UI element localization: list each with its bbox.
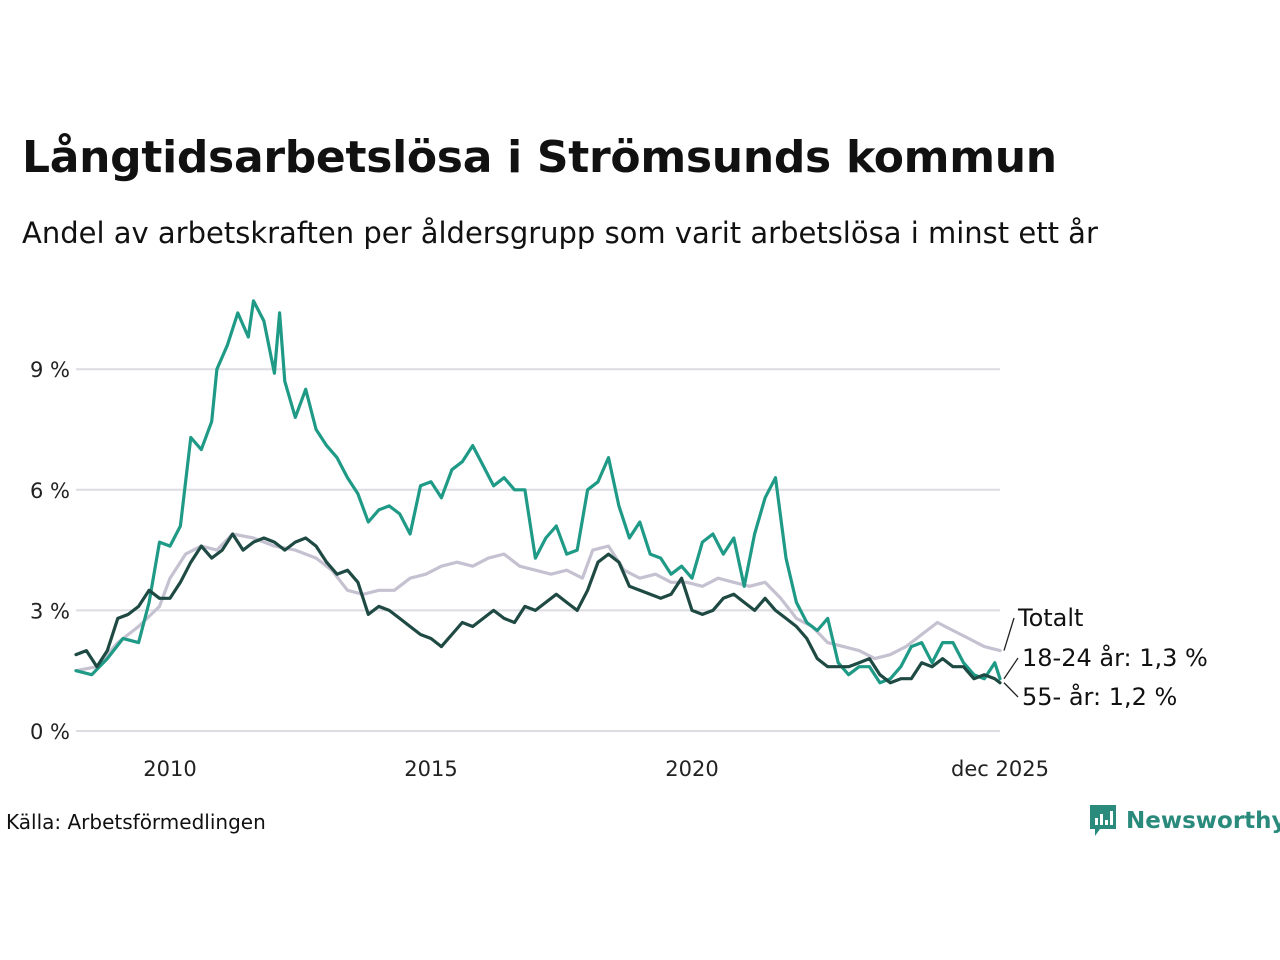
chart-title: Långtidsarbetslösa i Strömsunds kommun — [22, 132, 1057, 183]
series-labels: Totalt 18-24 år: 1,3 % 55- år: 1,2 % — [1003, 604, 1208, 711]
series-line-young — [74, 299, 1002, 685]
x-tick-label: 2015 — [404, 757, 457, 781]
y-tick-label: 6 % — [30, 479, 70, 503]
series-label-old: 55- år: 1,2 % — [1022, 682, 1177, 711]
series-label-young: 18-24 år: 1,3 % — [1022, 643, 1208, 672]
leader-line-young — [1003, 657, 1019, 680]
chart-subtitle: Andel av arbetskraften per åldersgrupp s… — [22, 216, 1098, 250]
grid-lines — [76, 368, 1000, 732]
series-label-total: Totalt — [1017, 604, 1083, 632]
newsworthy-logo-icon — [1090, 805, 1116, 836]
series-line-old — [74, 532, 1002, 685]
brand-name: Newsworthy — [1126, 808, 1280, 834]
x-axis-ticks: 2010 2015 2020 dec 2025 — [143, 757, 1049, 781]
x-tick-label: 2020 — [665, 757, 718, 781]
y-tick-label: 9 % — [30, 358, 70, 382]
leader-line-total — [1003, 617, 1015, 651]
brand-logo[interactable]: Newsworthy — [1088, 803, 1280, 839]
y-axis-ticks: 0 % 3 % 6 % 9 % — [30, 358, 70, 744]
y-tick-label: 3 % — [30, 599, 70, 623]
x-tick-label: dec 2025 — [951, 757, 1049, 781]
y-tick-label: 0 % — [30, 720, 70, 744]
leader-line-old — [1003, 682, 1019, 698]
series-lines — [74, 299, 1002, 685]
x-tick-label: 2010 — [143, 757, 196, 781]
source-note: Källa: Arbetsförmedlingen — [6, 810, 266, 834]
series-line-total — [74, 532, 1002, 673]
